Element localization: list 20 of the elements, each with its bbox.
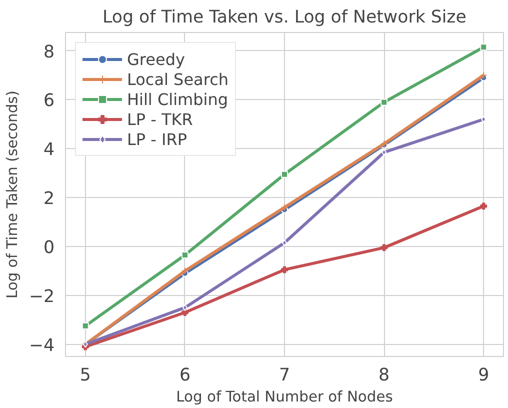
x-tick-label: 6 (179, 366, 190, 386)
legend-label: LP - IRP (127, 130, 187, 148)
y-axis-title: Log of Time Taken (seconds) (4, 90, 21, 298)
x-tick-label: 7 (278, 366, 290, 386)
y-tick-label: 2 (43, 189, 55, 210)
legend-label: Greedy (127, 50, 185, 68)
y-tick-label: 6 (43, 91, 55, 112)
y-tick-label: 0 (43, 238, 55, 258)
legend-label: Local Search (127, 70, 229, 88)
x-tick-label: 8 (378, 366, 390, 386)
x-tick-label: 5 (80, 366, 91, 386)
legend-label: LP - TKR (127, 110, 193, 128)
x-axis-title: Log of Total Number of Nodes (176, 388, 393, 406)
y-tick-label: 4 (43, 140, 55, 160)
y-tick-label: −4 (28, 336, 55, 356)
x-tick-label: 9 (478, 366, 490, 386)
chart-title: Log of Time Taken vs. Log of Network Size (102, 8, 466, 28)
y-tick-label: 8 (43, 42, 55, 62)
y-tick-label: −2 (28, 286, 55, 307)
legend-label: Hill Climbing (127, 90, 228, 108)
